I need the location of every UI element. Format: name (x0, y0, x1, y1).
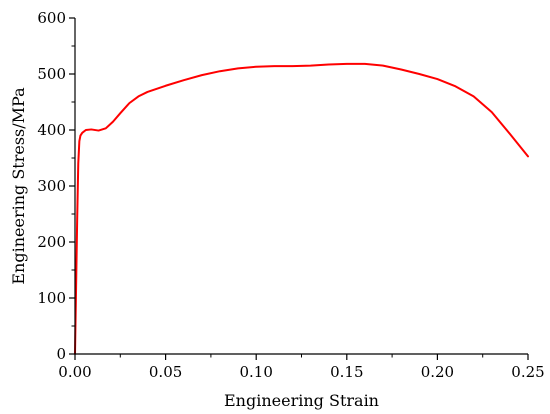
x-tick-label: 0.10 (239, 363, 272, 381)
x-tick-label: 0.25 (511, 363, 544, 381)
x-ticks: 0.00 0.05 0.10 0.15 0.20 0.25 (58, 354, 545, 381)
y-axis-title: Engineering Stress/MPa (9, 87, 28, 285)
plot-layer (74, 62, 529, 355)
axes-layer: 0.00 0.05 0.10 0.15 0.20 0.25 0 100 200 300 400 50… (37, 9, 544, 381)
y-tick-label: 200 (37, 233, 66, 251)
y-tick-label: 100 (37, 289, 66, 307)
y-tick-label: 400 (37, 121, 66, 139)
x-tick-label: 0.20 (421, 363, 454, 381)
y-tick-label: 300 (37, 177, 66, 195)
x-axis-title: Engineering Strain (224, 391, 379, 410)
y-tick-label: 0 (56, 345, 66, 363)
x-tick-label: 0.00 (58, 363, 91, 381)
x-tick-label: 0.05 (149, 363, 182, 381)
stress-strain-curve (74, 62, 529, 355)
x-tick-label: 0.15 (330, 363, 363, 381)
y-tick-label: 600 (37, 9, 66, 27)
y-tick-label: 500 (37, 65, 66, 83)
y-ticks: 0 100 200 300 400 500 600 (37, 9, 75, 363)
